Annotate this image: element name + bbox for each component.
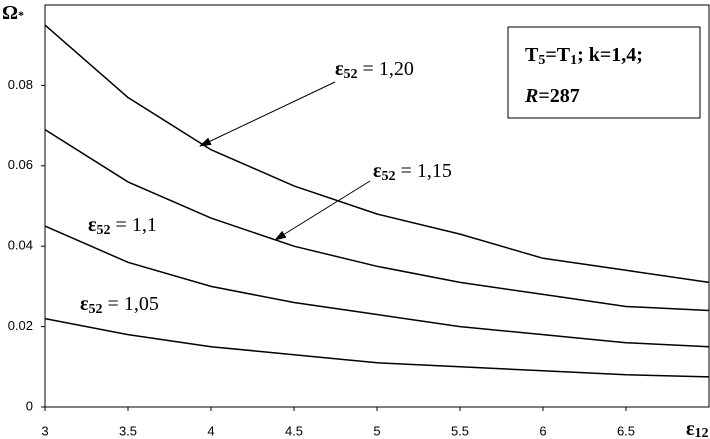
note-box (507, 26, 701, 119)
label-subscript: 52 (382, 169, 396, 184)
x-tick-label: 5 (373, 423, 380, 438)
arrow (199, 81, 336, 147)
x-tick-label: 4 (207, 423, 214, 438)
label-text: = 1,15 (396, 160, 452, 182)
curve-label: ε52 = 1,15 (373, 160, 452, 185)
x-tick-label: 5.5 (451, 423, 469, 438)
curve-label: ε52 = 1,05 (80, 293, 159, 318)
note-line: R=287 (524, 85, 580, 107)
label-subscript: 52 (89, 302, 103, 317)
label-symbol: ε (373, 160, 382, 182)
label-symbol: ε (80, 293, 89, 315)
x-tick-label: 6.5 (617, 423, 635, 438)
curve (44, 317, 710, 378)
arrow (274, 180, 371, 241)
x-tick-label: 3.5 (119, 423, 137, 438)
y-tick-label: 0.02 (8, 318, 33, 333)
curve (44, 24, 710, 284)
label-subscript: 52 (344, 67, 358, 82)
label-text: = 1,05 (103, 293, 159, 315)
label-symbol: ε (88, 214, 97, 236)
x-tick-label: 3 (41, 423, 48, 438)
curve-label: ε52 = 1,20 (335, 58, 414, 83)
y-tick-label: 0.06 (8, 157, 33, 172)
label-text: = 1,1 (111, 214, 157, 236)
curve-label: ε52 = 1,1 (88, 214, 157, 239)
y-axis-label: Ω* (2, 2, 24, 24)
label-symbol: ε (335, 58, 344, 80)
y-tick-label: 0.04 (8, 238, 33, 253)
curve (44, 128, 710, 312)
y-tick-label: 0 (26, 398, 33, 413)
x-tick-label: 4.5 (285, 423, 303, 438)
note-line: T5=T1; k=1,4; (525, 44, 643, 69)
x-axis-label: ε12 (686, 418, 709, 439)
y-tick-label: 0.08 (8, 77, 33, 92)
curve (44, 225, 710, 348)
label-subscript: 52 (97, 223, 111, 238)
x-tick-label: 6 (539, 423, 546, 438)
label-text: = 1,20 (358, 58, 414, 80)
